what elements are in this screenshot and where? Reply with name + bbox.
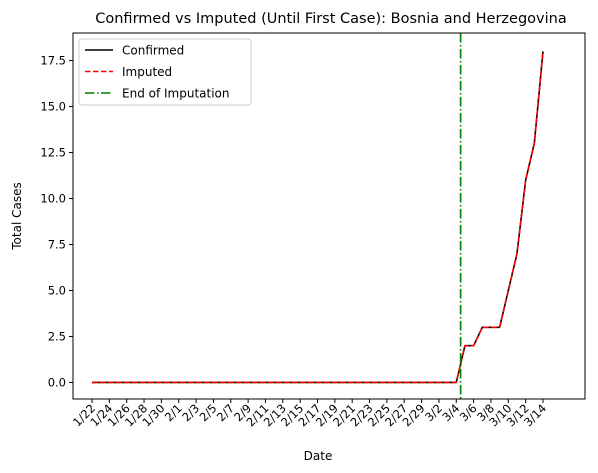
x-axis-ticks: 1/221/241/261/281/302/12/32/52/72/92/112… bbox=[70, 399, 549, 429]
y-tick-label: 7.5 bbox=[48, 238, 66, 252]
y-axis-ticks: 0.0 2.5 5.0 7.5 10.0 12.5 15.0 17.5 bbox=[40, 54, 73, 389]
y-tick-label: 15.0 bbox=[40, 100, 66, 114]
y-tick-label: 5.0 bbox=[48, 283, 66, 297]
y-tick-label: 2.5 bbox=[48, 329, 66, 343]
y-tick-label: 12.5 bbox=[40, 146, 66, 160]
y-tick-label: 17.5 bbox=[40, 54, 66, 68]
series-line-imputed bbox=[92, 51, 544, 384]
y-tick-label: 0.0 bbox=[48, 375, 66, 389]
series-layer bbox=[92, 51, 544, 384]
legend: Confirmed Imputed End of Imputation bbox=[78, 38, 252, 106]
chart-title: Confirmed vs Imputed (Until First Case):… bbox=[95, 11, 566, 27]
legend-box bbox=[78, 38, 252, 106]
y-tick-label: 10.0 bbox=[40, 192, 66, 206]
legend-label: Confirmed bbox=[122, 44, 184, 58]
legend-label: End of Imputation bbox=[122, 87, 230, 101]
x-axis-label: Date bbox=[304, 449, 333, 463]
y-axis-label: Total Cases bbox=[10, 182, 24, 250]
legend-label: Imputed bbox=[122, 65, 172, 79]
plot-frame bbox=[72, 32, 586, 400]
